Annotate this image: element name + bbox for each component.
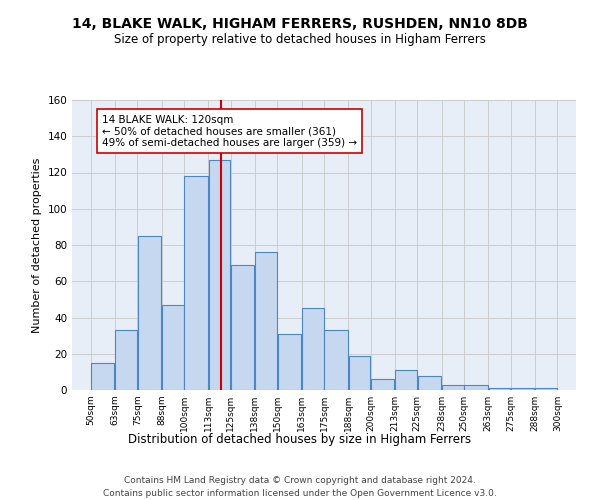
Bar	[162, 305, 184, 390]
Bar	[278, 334, 301, 390]
Text: 14, BLAKE WALK, HIGHAM FERRERS, RUSHDEN, NN10 8DB: 14, BLAKE WALK, HIGHAM FERRERS, RUSHDEN,…	[72, 18, 528, 32]
Text: Contains public sector information licensed under the Open Government Licence v3: Contains public sector information licen…	[103, 489, 497, 498]
Bar	[302, 308, 323, 390]
Bar	[418, 376, 441, 390]
Bar	[371, 379, 394, 390]
Y-axis label: Number of detached properties: Number of detached properties	[32, 158, 42, 332]
Text: Contains HM Land Registry data © Crown copyright and database right 2024.: Contains HM Land Registry data © Crown c…	[124, 476, 476, 485]
Bar	[511, 388, 535, 390]
Text: 14 BLAKE WALK: 120sqm
← 50% of detached houses are smaller (361)
49% of semi-det: 14 BLAKE WALK: 120sqm ← 50% of detached …	[102, 114, 357, 148]
Bar	[464, 384, 488, 390]
Bar	[138, 236, 161, 390]
Bar	[349, 356, 370, 390]
Bar	[489, 388, 510, 390]
Text: Size of property relative to detached houses in Higham Ferrers: Size of property relative to detached ho…	[114, 32, 486, 46]
Text: Distribution of detached houses by size in Higham Ferrers: Distribution of detached houses by size …	[128, 432, 472, 446]
Bar	[395, 370, 417, 390]
Bar	[184, 176, 208, 390]
Bar	[209, 160, 230, 390]
Bar	[442, 384, 464, 390]
Bar	[325, 330, 348, 390]
Bar	[256, 252, 277, 390]
Bar	[91, 363, 115, 390]
Bar	[231, 265, 254, 390]
Bar	[115, 330, 137, 390]
Bar	[535, 388, 557, 390]
